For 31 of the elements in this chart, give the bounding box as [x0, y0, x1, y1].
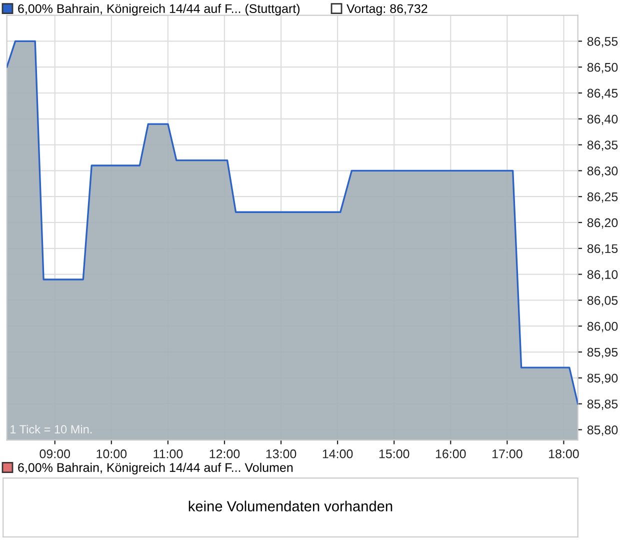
annotation: Vortag: 86,732: [346, 4, 428, 16]
text: keine Volumendaten vorhanden: [188, 500, 392, 512]
x-tick-label: 13:00: [266, 449, 296, 458]
y-tick-label: 86,25: [587, 192, 618, 203]
x-tick-label: 18:00: [549, 449, 579, 458]
text: 6,00% Bahrain, Königreich 14/44 auf F... Volumen: [18, 462, 293, 474]
y-tick-label: 86,40: [587, 114, 618, 126]
x-tick-label: 11:00: [154, 449, 183, 458]
y-tick-label: 86,20: [587, 218, 618, 229]
y-tick-label: 85,85: [587, 400, 618, 410]
y-tick-label: 86,45: [587, 88, 618, 100]
y-tick-label: 86,15: [587, 244, 618, 255]
x-tick-label: 16:00: [436, 449, 466, 458]
y-tick-label: 85,90: [587, 374, 618, 384]
x-tick-label: 14:00: [322, 449, 353, 458]
x-tick-label: 15:00: [379, 449, 410, 458]
y-tick-label: 86,35: [587, 140, 618, 151]
y-tick-label: 85,95: [587, 348, 618, 358]
legend-label: 6,00% Bahrain, Königreich 14/44 auf F... (Stuttgart): [18, 4, 300, 16]
y-tick-label: 86,30: [587, 166, 618, 177]
y-tick-label: 86,00: [587, 322, 618, 332]
x-tick-label: 09:00: [40, 449, 70, 458]
x-tick-label: 12:00: [210, 449, 240, 458]
y-tick-label: 86,05: [587, 296, 618, 306]
y-tick-label: 86,50: [587, 62, 618, 74]
x-tick-label: 10:00: [96, 449, 127, 458]
y-tick-label: 86,10: [587, 270, 618, 280]
y-tick-label: 85,80: [587, 426, 618, 436]
annotation: 1 Tick = 10 Min.: [10, 424, 92, 434]
y-tick-label: 86,55: [587, 36, 618, 48]
x-tick-label: 17:00: [492, 449, 522, 458]
